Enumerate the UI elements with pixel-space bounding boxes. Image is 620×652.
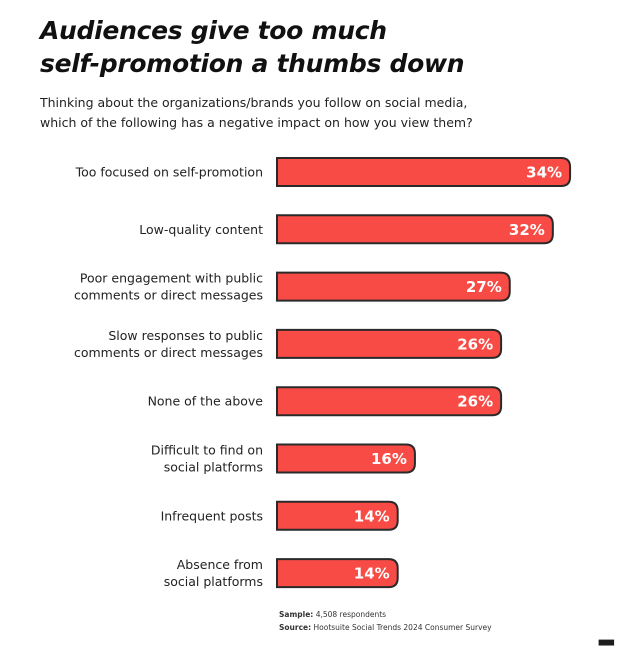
category-label: Too focused on self-promotion [75,165,263,180]
sample-note: Sample: 4,508 respondents [279,608,492,621]
source-label: Source: [279,623,312,632]
bar [276,328,503,359]
chart-title: Audiences give too much self-promotion a… [40,14,465,80]
bar [276,443,416,474]
category-label: Infrequent posts [161,508,263,523]
value-label: 14% [354,565,390,583]
bar [276,500,399,531]
title-line: self-promotion a thumbs down [40,49,465,78]
bar [276,271,511,302]
subtitle-line: which of the following has a negative im… [40,115,473,130]
bar [276,558,399,589]
category-label: Absence from [177,557,263,572]
source-note: Source: Hootsuite Social Trends 2024 Con… [279,621,492,634]
value-label: 27% [466,278,502,296]
chart-notes: Sample: 4,508 respondents Source: Hootsu… [279,608,492,634]
category-label: Low-quality content [139,222,263,237]
category-label: Poor engagement with public [80,271,263,286]
value-label: 32% [509,221,545,239]
category-label: comments or direct messages [74,345,263,360]
value-label: 34% [526,164,562,182]
bar [276,157,572,187]
sample-value: 4,508 respondents [315,610,387,619]
sample-label: Sample: [279,610,314,619]
category-label: Slow responses to public [108,328,263,343]
title-line: Audiences give too much [40,16,387,45]
category-label: None of the above [148,394,264,409]
category-label: comments or direct messages [74,288,263,303]
brand-logo-mark: ▀▀ [598,641,614,652]
source-value: Hootsuite Social Trends 2024 Consumer Su… [313,623,492,632]
bar [276,386,503,417]
category-label: social platforms [164,574,263,589]
value-label: 26% [457,393,493,411]
value-label: 14% [354,507,390,525]
category-label: social platforms [164,460,263,475]
category-label: Difficult to find on [151,443,263,458]
value-label: 26% [457,335,493,353]
subtitle-line: Thinking about the organizations/brands … [40,95,468,110]
chart-subtitle: Thinking about the organizations/brands … [40,93,473,133]
value-label: 16% [371,450,407,468]
bar [276,214,554,245]
